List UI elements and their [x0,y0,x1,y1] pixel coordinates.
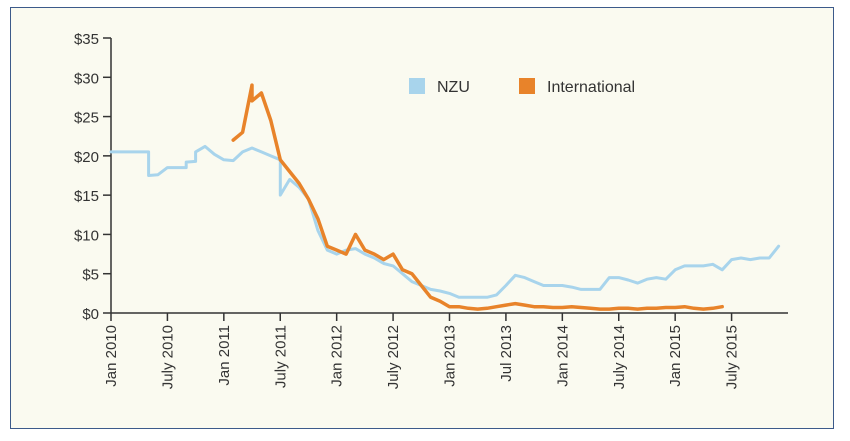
x-tick-label: July 2012 [385,325,402,389]
x-tick-label: Jan 2011 [216,325,233,386]
y-tick-label: $35 [74,31,99,48]
y-tick-label: $30 [74,70,99,87]
series-layer [109,83,781,311]
y-tick-label: $15 [74,188,99,205]
y-tick-label: $10 [74,227,99,244]
x-tick-label: Jan 2013 [442,325,459,387]
series-line-international [231,83,724,311]
x-tick-label: July 2010 [159,325,176,389]
x-tick-label: Jan 2015 [667,325,684,387]
x-tick-label: July 2011 [272,325,289,388]
y-tick-label: $20 [74,149,99,166]
x-tick-label: Jan 2014 [554,325,571,387]
x-tick-label: Jan 2010 [103,325,120,387]
legend-label-international: International [547,79,635,96]
y-tick-label: $25 [74,110,99,127]
legend-swatch-nzu [409,78,425,94]
y-tick-label: $0 [82,306,99,323]
legend: NZU International [409,78,635,96]
x-tick-label: July 2015 [724,325,741,389]
x-tick-label: Jan 2012 [329,325,346,387]
x-tick-label: Jul 2013 [498,325,515,382]
chart-frame [10,7,834,429]
axes: $0 $5 $10 $15 $20 $25 $30 $35 Jan 2010 July 2010 J… [74,31,788,389]
series-line-nzu [109,144,781,299]
legend-label-nzu: NZU [437,79,470,96]
y-tick-label: $5 [82,267,99,284]
legend-swatch-international [519,78,535,94]
x-tick-label: July 2014 [611,325,628,389]
